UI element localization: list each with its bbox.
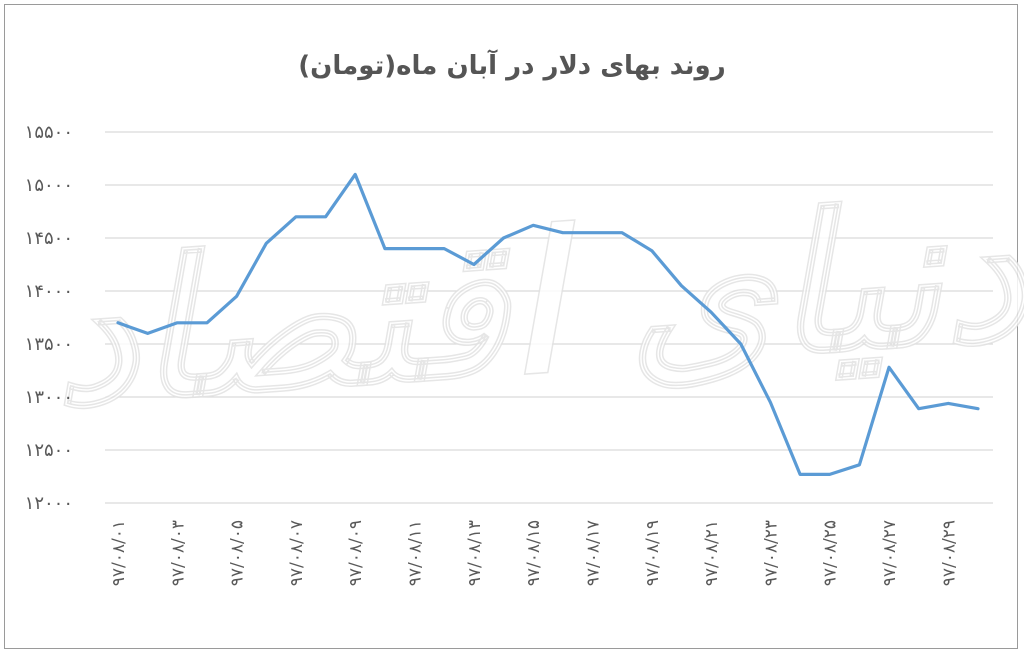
chart-title: روند بهای دلار در آبان ماه(تومان) [298, 49, 725, 81]
x-tick-label: ۹۷/۰۸/۰۱ [109, 520, 129, 586]
y-tick-label: ۱۵۰۰۰ [25, 175, 73, 196]
x-tick-label: ۹۷/۰۸/۰۷ [287, 520, 307, 586]
y-tick-label: ۱۴۰۰۰ [25, 281, 73, 302]
grid-lines [105, 131, 993, 504]
x-tick-label: ۹۷/۰۸/۰۵ [228, 520, 248, 586]
y-tick-label: ۱۴۵۰۰ [25, 228, 73, 249]
x-tick-label: ۹۷/۰۸/۲۷ [880, 520, 900, 586]
x-tick-label: ۹۷/۰۸/۱۳ [465, 520, 485, 586]
x-tick-label: ۹۷/۰۸/۲۳ [761, 520, 781, 586]
y-tick-label: ۱۲۰۰۰ [25, 493, 73, 514]
x-tick-label: ۹۷/۰۸/۱۱ [406, 520, 426, 586]
x-tick-label: ۹۷/۰۸/۰۳ [168, 520, 188, 586]
y-tick-label: ۱۳۰۰۰ [25, 387, 73, 408]
y-tick-label: ۱۳۵۰۰ [25, 334, 73, 355]
x-tick-label: ۹۷/۰۸/۱۷ [583, 520, 603, 586]
x-tick-label: ۹۷/۰۸/۰۹ [346, 520, 366, 586]
y-tick-label: ۱۵۵۰۰ [25, 122, 73, 143]
x-tick-label: ۹۷/۰۸/۲۵ [821, 520, 841, 586]
series-line [116, 172, 980, 476]
y-tick-label: ۱۲۵۰۰ [25, 440, 73, 461]
x-tick-label: ۹۷/۰۸/۱۵ [524, 520, 544, 586]
x-tick-label: ۹۷/۰۸/۲۱ [702, 520, 722, 586]
chart-frame [4, 4, 1018, 649]
series-line-group [116, 172, 980, 476]
y-axis-ticks: ۱۲۰۰۰ ۱۲۵۰۰ ۱۳۰۰۰ ۱۳۵۰۰ ۱۴۰۰۰ ۱۴۵۰۰ ۱۵۰۰۰ ۱۵۵۰۰ [25, 122, 73, 514]
x-tick-label: ۹۷/۰۸/۱۹ [643, 520, 663, 586]
x-tick-label: ۹۷/۰۸/۲۹ [939, 520, 959, 586]
x-axis-ticks: ۹۷/۰۸/۰۱ ۹۷/۰۸/۰۳ ۹۷/۰۸/۰۵ ۹۷/۰۸/۰۷ ۹۷/۰۸/۰۹… [109, 520, 959, 586]
